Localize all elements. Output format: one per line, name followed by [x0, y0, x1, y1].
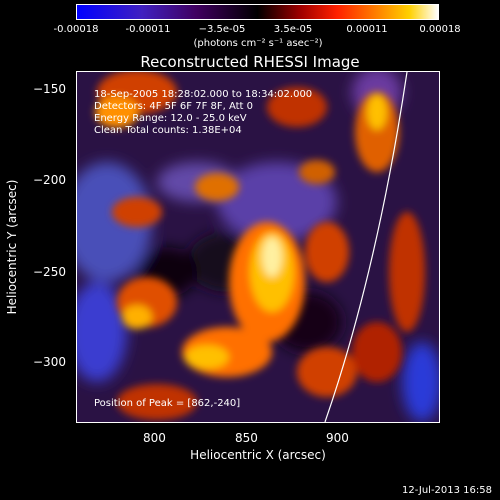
- image-title: Reconstructed RHESSI Image: [140, 53, 360, 71]
- colorbar-tick-label: -0.00018: [53, 24, 99, 35]
- y-tick-label: −250: [33, 265, 66, 279]
- colorbar-tick-label: 3.5e-05: [273, 24, 313, 35]
- y-tick-label: −300: [33, 355, 66, 369]
- solar-image-plot: [76, 71, 440, 423]
- y-tick-label: −150: [33, 82, 66, 96]
- info-energy-range: Energy Range: 12.0 - 25.0 keV: [94, 113, 247, 124]
- solar-image-canvas: [77, 72, 439, 422]
- x-tick-label: 800: [143, 431, 166, 445]
- colorbar: [76, 4, 439, 20]
- y-axis-label: Heliocentric Y (arcsec): [5, 179, 19, 315]
- info-time-range: 18-Sep-2005 18:28:02.000 to 18:34:02.000: [94, 89, 313, 100]
- colorbar-unit-label: (photons cm⁻² s⁻¹ asec⁻²): [193, 38, 323, 49]
- colorbar-tick-label: −3.5e-05: [198, 24, 246, 35]
- colorbar-tick-label: 0.00011: [346, 24, 388, 35]
- info-peak-position: Position of Peak = [862,-240]: [94, 398, 241, 409]
- colorbar-tick-label: -0.00011: [125, 24, 171, 35]
- y-tick-label: −200: [33, 173, 66, 187]
- info-method-counts: Clean Total counts: 1.38E+04: [94, 125, 242, 136]
- x-tick-label: 850: [235, 431, 258, 445]
- x-axis-label: Heliocentric X (arcsec): [190, 448, 326, 462]
- info-detectors: Detectors: 4F 5F 6F 7F 8F, Att 0: [94, 101, 254, 112]
- colorbar-tick-label: 0.00018: [419, 24, 461, 35]
- x-tick-label: 900: [326, 431, 349, 445]
- timestamp: 12-Jul-2013 16:58: [401, 485, 492, 496]
